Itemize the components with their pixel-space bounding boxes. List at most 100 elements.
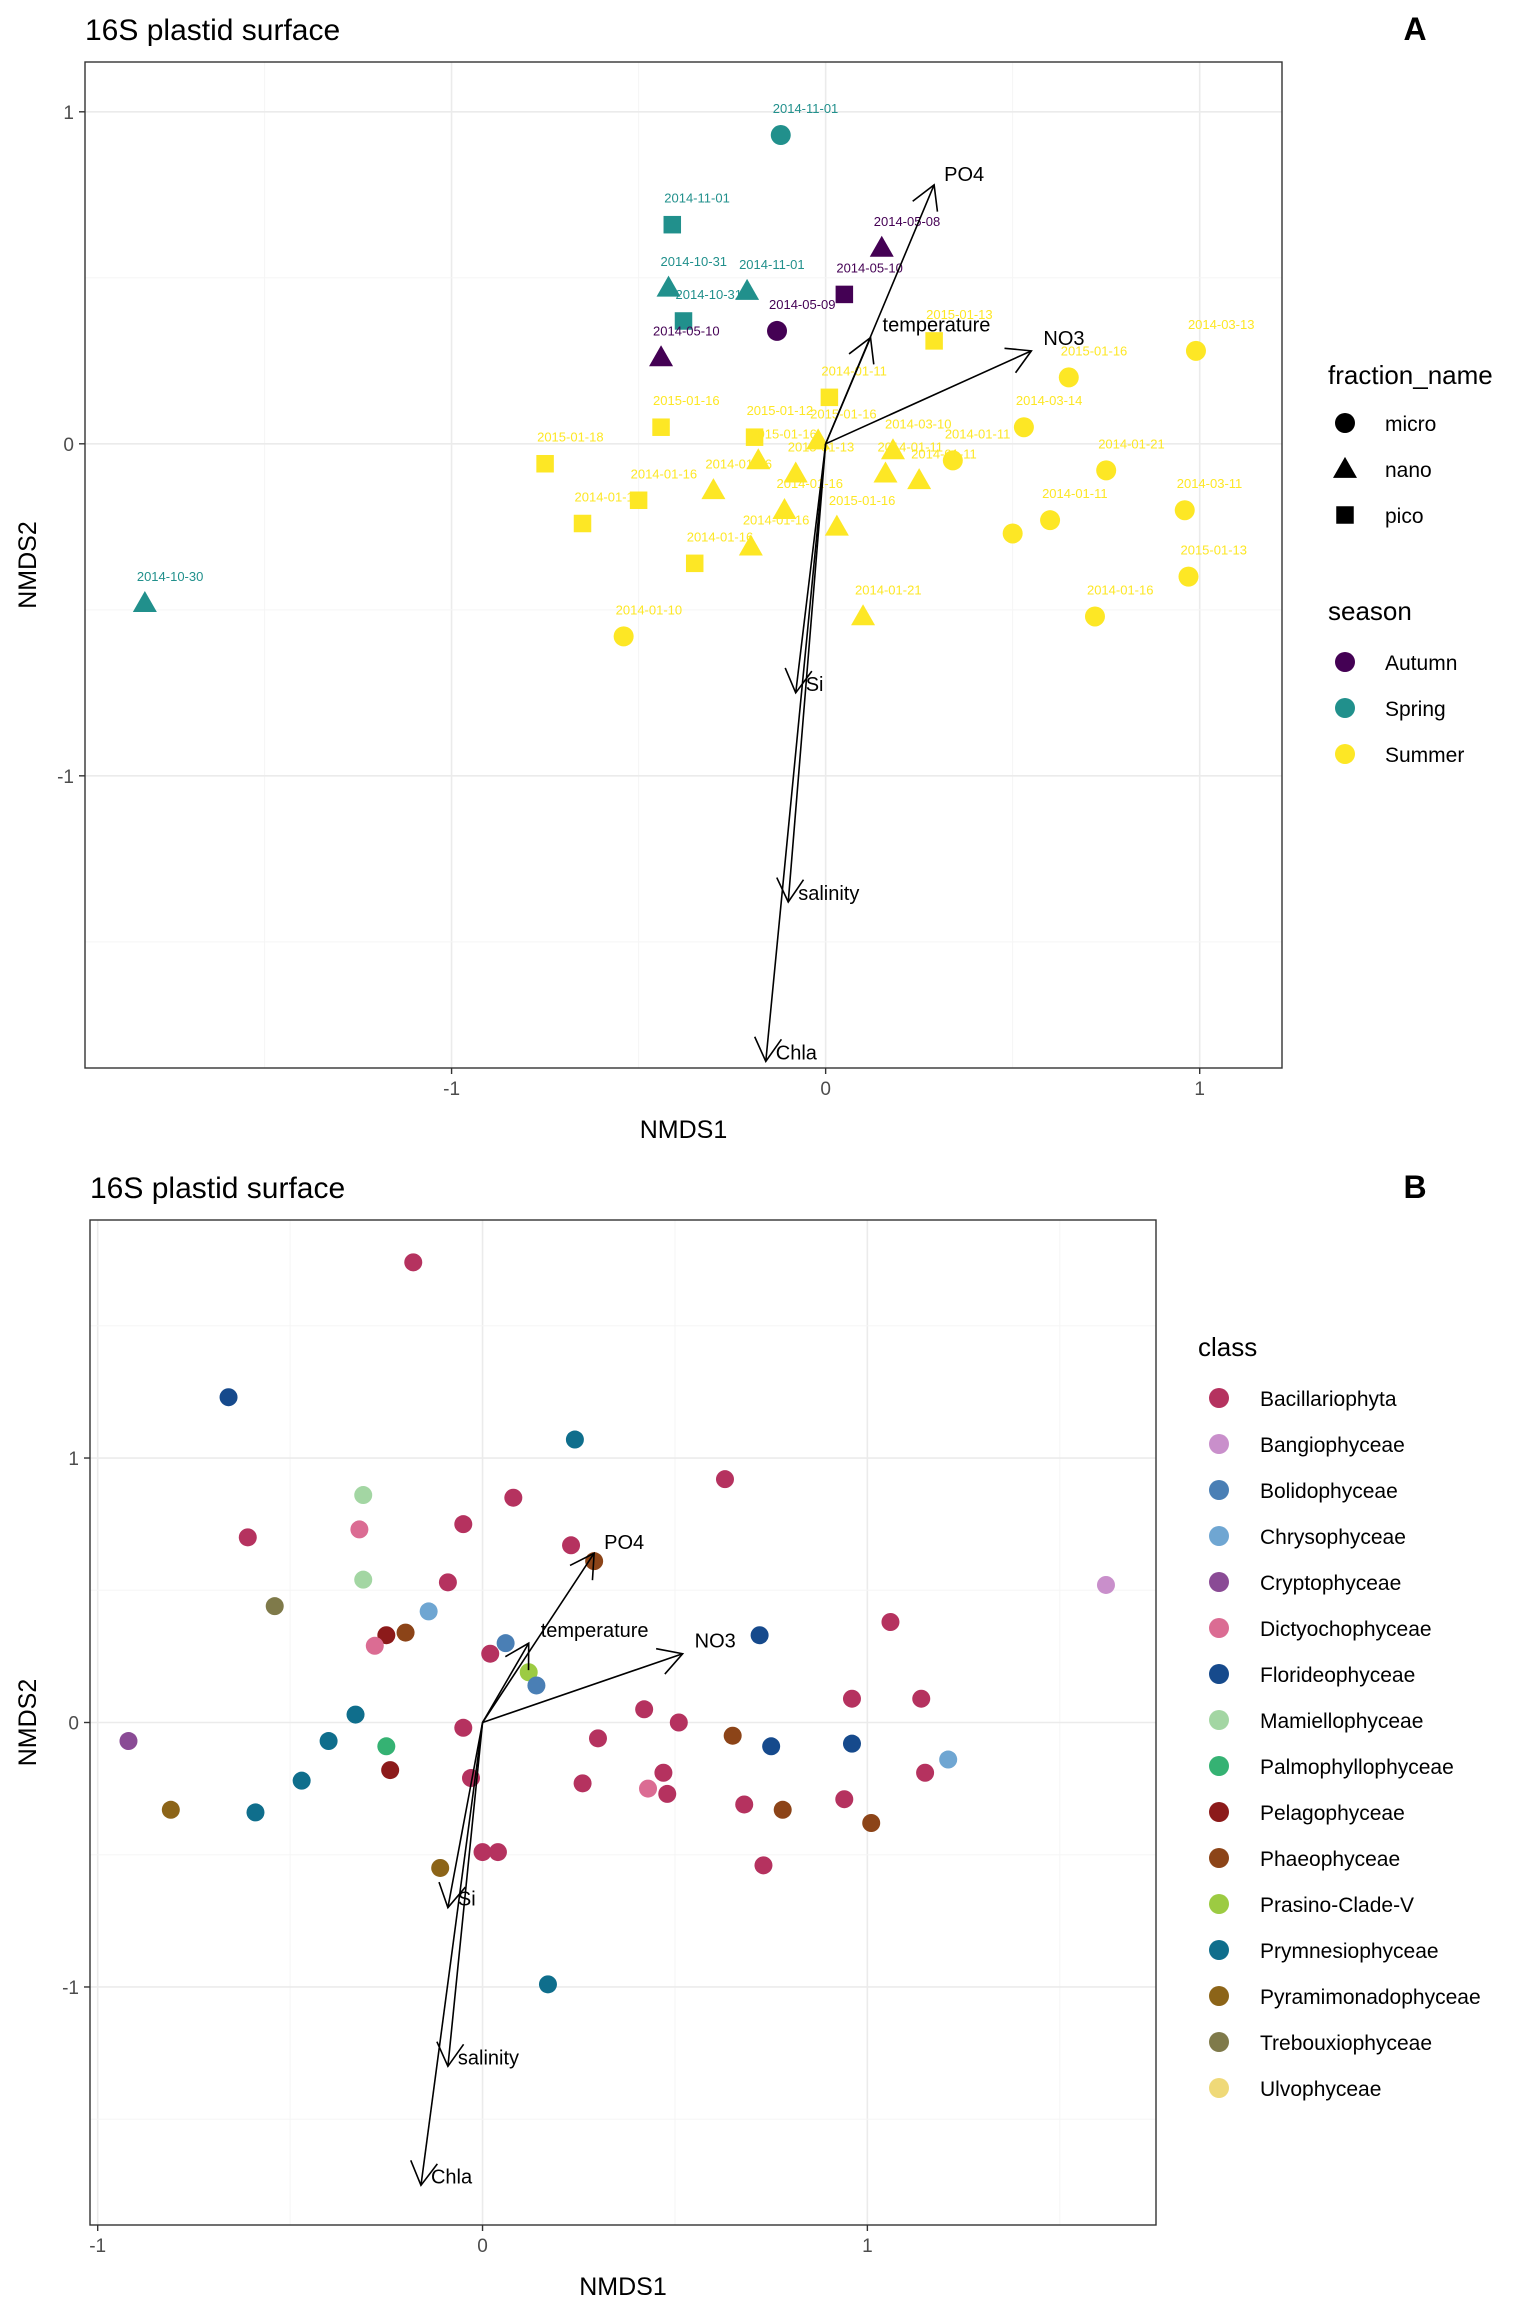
data-point-circle — [354, 1570, 373, 1589]
legend-label: Mamiellophyceae — [1260, 1710, 1423, 1733]
sample-label: 2014-05-08 — [874, 214, 941, 229]
data-point-circle — [246, 1803, 265, 1822]
sample-labels: 2014-11-01 2014-11-01 2014-10-31 2014-11-01… — [137, 101, 1255, 617]
legend-key-circle — [1335, 413, 1355, 433]
sample-label: 2014-01-16 — [631, 466, 698, 481]
data-point-circle — [881, 1613, 900, 1631]
legend-label: Cryptophyceae — [1260, 1572, 1401, 1595]
sample-label: 2014-10-31 — [676, 287, 743, 302]
y-tick-label: -1 — [57, 767, 74, 788]
data-point-circle — [504, 1488, 523, 1507]
data-point-circle — [912, 1689, 931, 1708]
arrow-label: temperature — [541, 1620, 649, 1642]
data-point-circle — [538, 1975, 557, 1994]
legend-title: fraction_name — [1328, 360, 1493, 390]
sample-label: 2015-01-13 — [788, 440, 855, 455]
x-axis-title: NMDS1 — [579, 2273, 667, 2301]
legend-key-color — [1209, 1434, 1229, 1454]
data-point-circle — [519, 1663, 538, 1682]
arrow-head — [504, 1641, 530, 1671]
data-point-circle — [354, 1486, 373, 1505]
legend-label: Florideophyceae — [1260, 1664, 1415, 1687]
legend-key-color — [1335, 744, 1355, 764]
sample-label: 2015-01-18 — [537, 430, 604, 445]
data-point-triangle — [783, 461, 808, 483]
data-point-circle — [319, 1732, 338, 1751]
data-point-square — [685, 554, 704, 573]
sample-label: 2014-03-11 — [1177, 476, 1243, 491]
data-point-circle — [835, 1790, 854, 1809]
sample-label: 2015-01-16 — [829, 493, 896, 508]
arrow-label: PO4 — [944, 164, 984, 186]
data-point-circle — [770, 125, 791, 146]
data-point-triangle — [824, 514, 849, 536]
data-point-triangle — [880, 438, 905, 460]
legend-label: Trebouxiophyceae — [1260, 2032, 1432, 2055]
data-point-circle — [1185, 340, 1206, 361]
arrow-label: NO3 — [1043, 328, 1084, 350]
panel-border — [84, 61, 1283, 1069]
data-point-circle — [481, 1644, 500, 1663]
legend-key-color — [1209, 1894, 1229, 1914]
sample-label: 2014-01-16 — [743, 513, 810, 528]
arrow-head — [1004, 347, 1033, 374]
sample-label: 2014-01-11 — [877, 440, 943, 455]
legend-label: Pelagophyceae — [1260, 1802, 1405, 1825]
data-point-circle — [1178, 566, 1199, 587]
sample-label: 2014-01-16 — [575, 489, 642, 504]
sample-label: 2014-01-16 — [1087, 582, 1154, 597]
arrow-head — [776, 877, 805, 904]
sample-label: 2014-05-10 — [836, 260, 903, 275]
data-point-triangle — [851, 604, 876, 626]
arrow-shaft — [481, 1642, 530, 1723]
data-point-triangle — [738, 534, 763, 556]
data-point-triangle — [806, 428, 831, 450]
data-point-triangle — [656, 275, 681, 297]
data-point-square — [663, 215, 682, 234]
sample-label: 2014-03-13 — [1188, 317, 1255, 332]
legend-label: Palmophyllophyceae — [1260, 1756, 1454, 1779]
legend-label: Bacillariophyta — [1260, 1388, 1397, 1411]
data-point-circle — [635, 1700, 654, 1719]
data-point-circle — [1040, 510, 1061, 531]
sample-label: 2015-01-16 — [653, 393, 720, 408]
points — [119, 1253, 1115, 1994]
data-point-triangle — [907, 468, 932, 490]
legend-label: Prymnesiophyceae — [1260, 1940, 1439, 1963]
y-tick-label: 0 — [63, 435, 74, 456]
sample-label: 2014-10-30 — [137, 569, 204, 584]
legend-label: Chrysophyceae — [1260, 1526, 1406, 1549]
data-point-circle — [377, 1737, 396, 1756]
data-point-circle — [588, 1729, 607, 1748]
legend-key-color — [1209, 1986, 1229, 2006]
data-point-circle — [639, 1779, 658, 1798]
legend-label: Pyramimonadophyceae — [1260, 1986, 1481, 2009]
data-point-circle — [161, 1800, 180, 1819]
data-point-square — [629, 491, 648, 510]
vector-arrows: PO4 temperature NO3 Si salinity Chla — [753, 164, 1085, 1064]
data-point-triangle — [873, 461, 898, 483]
data-point-circle — [735, 1795, 754, 1814]
x-tick-label: 0 — [820, 1079, 831, 1100]
sample-label: 2014-11-01 — [664, 191, 730, 206]
arrow-po4 — [481, 1551, 596, 1723]
arrow-salinity — [776, 443, 827, 904]
legend-key-color — [1209, 1572, 1229, 1592]
y-tick-label: -1 — [62, 1978, 79, 1999]
data-point-triangle — [869, 235, 894, 257]
legend-key-color — [1209, 2078, 1229, 2098]
data-point-circle — [404, 1253, 423, 1272]
legend-key-square — [1336, 506, 1354, 524]
data-point-circle — [565, 1430, 584, 1449]
data-point-circle — [396, 1623, 415, 1642]
data-point-triangle — [772, 498, 797, 520]
arrow-chla — [753, 443, 827, 1063]
panel-A: 16S plastid surface A -1 0 1 -1 0 1 NMDS1 NMDS2 20… — [14, 11, 1427, 1144]
sample-label: 2014-03-14 — [1016, 393, 1083, 408]
data-point-circle — [350, 1520, 369, 1539]
legend-label: Prasino-Clade-V — [1260, 1894, 1414, 1917]
sample-label: 2014-01-21 — [855, 582, 922, 597]
data-point-circle — [1084, 606, 1105, 627]
data-point-circle — [723, 1726, 742, 1745]
